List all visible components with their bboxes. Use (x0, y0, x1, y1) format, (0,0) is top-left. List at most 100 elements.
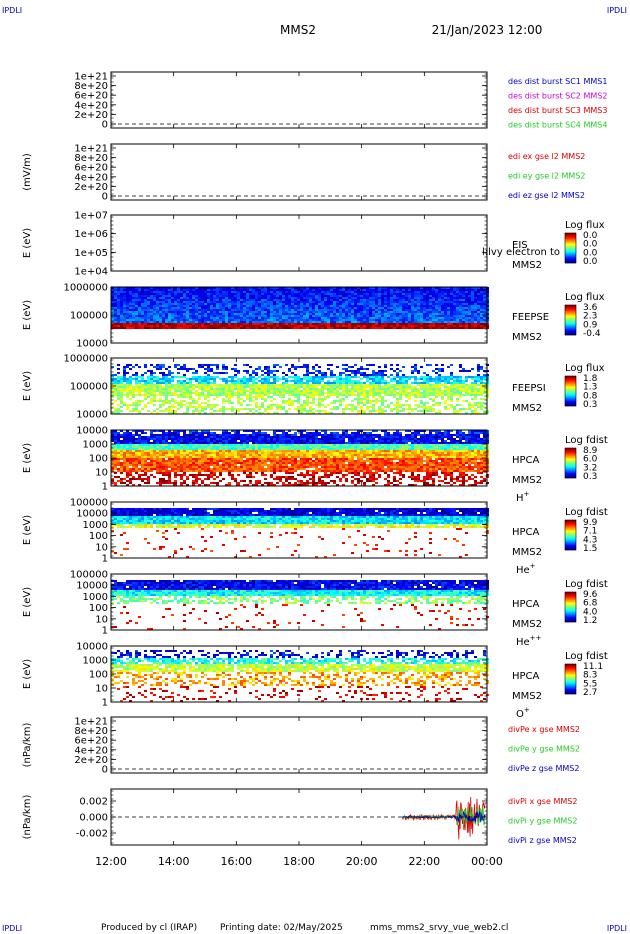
colorbar-tick: 6.8 (583, 599, 598, 609)
y-tick-label: 0.000 (79, 813, 108, 824)
colorbar-title: Log flux (565, 363, 605, 374)
colorbar-title: Log flux (565, 220, 605, 231)
colorbar (564, 375, 577, 407)
y-tick-label: 100 (89, 603, 108, 614)
y-tick-label: 4e+20 (74, 172, 108, 183)
legend-entry: divPi x gse MMS2 (508, 797, 577, 806)
y-tick-label: 10 (95, 614, 108, 625)
y-axis-label: (nPa/km) (22, 795, 33, 840)
colorbar-tick: 2.7 (583, 688, 597, 698)
y-tick-label: 100000 (70, 382, 108, 393)
panel-9: 10000 1000 100 10 1 E (eV) HPCA MMS2 O+ Log fdist… (22, 642, 608, 721)
colorbar-tick: 1.8 (583, 374, 598, 384)
heatmap-cells (111, 650, 489, 702)
legend-entry: des dist burst SC4 MMS4 (508, 121, 607, 130)
heatmap-cells (111, 364, 489, 414)
colorbar-title: Log fdist (565, 651, 608, 662)
instrument-label: EIS (512, 240, 528, 251)
x-tick-label: 18:00 (283, 855, 315, 868)
colorbar-tick: 1.3 (583, 383, 597, 393)
colorbar-tick: 3.2 (583, 463, 597, 473)
y-tick-label: 0.002 (79, 797, 108, 808)
y-tick-label: 1000 (83, 592, 108, 603)
y-tick-label: 100000 (70, 570, 108, 581)
y-tick-label: 1e+21 (74, 717, 108, 728)
y-tick-label: 1000000 (63, 354, 108, 365)
colorbar-tick: 4.0 (583, 607, 598, 617)
y-axis-label: E (eV) (22, 371, 33, 401)
colorbar-tick: 0.8 (583, 391, 598, 401)
y-tick-label: 10000 (76, 410, 108, 421)
colorbar-tick: 9.6 (583, 590, 598, 600)
instrument-label: HPCA (512, 455, 540, 466)
colorbar-tick: 0.0 (583, 231, 598, 241)
legend-entry: divPe x gse MMS2 (508, 725, 580, 734)
y-tick-label: 10000 (76, 581, 108, 592)
y-tick-label: 10000 (76, 642, 108, 653)
y-axis-label: E (eV) (22, 659, 33, 689)
colorbar-tick: 5.5 (583, 679, 597, 689)
corner-label-tl: IPDLI (2, 6, 22, 15)
y-tick-label: 100000 (70, 311, 108, 322)
y-tick-label: 1000 (83, 520, 108, 531)
instrument-label: FEEPSE (512, 312, 549, 323)
y-tick-label: 1e+21 (74, 144, 108, 155)
y-tick-label: 8e+20 (74, 726, 108, 737)
heatmap-cells (111, 580, 489, 630)
y-tick-label: 1e+05 (74, 248, 108, 259)
y-tick-label: 2e+20 (74, 182, 108, 193)
footer-printing-date: Printing date: 02/May/2025 (220, 923, 343, 933)
x-tick-label: 16:00 (220, 855, 252, 868)
y-tick-label: 6e+20 (74, 736, 108, 747)
legend-entry: divPi y gse MMS2 (508, 817, 577, 826)
panel-5: 1000000 100000 10000 E (eV) FEEPSI MMS2 Log fl… (22, 354, 605, 421)
colorbar-tick: 11.1 (583, 662, 603, 672)
colorbar-title: Log flux (565, 292, 605, 303)
y-tick-label: 1000 (83, 440, 108, 451)
colorbar-tick: 0.3 (583, 400, 597, 410)
y-tick-label: 100000 (70, 498, 108, 509)
colorbar-tick: 1.2 (583, 616, 597, 626)
y-tick-label: 1 (102, 482, 108, 493)
colorbar (564, 591, 577, 623)
heatmap-cells (111, 287, 489, 329)
legend-entry: des dist burst SC2 MMS2 (508, 92, 607, 101)
colorbar-tick: 7.1 (583, 527, 597, 537)
y-tick-label: 1e+06 (74, 229, 108, 240)
spacecraft-label: MMS2 (512, 260, 542, 271)
spacecraft-label: MMS2 (512, 403, 542, 414)
colorbar-tick: 1.5 (583, 544, 597, 554)
colorbar-tick: 8.9 (583, 446, 598, 456)
colorbar-tick: 3.6 (583, 303, 598, 313)
species-label: O+ (516, 706, 530, 720)
spacecraft-label: MMS2 (512, 332, 542, 343)
y-tick-label: 10 (95, 684, 108, 695)
colorbar-tick: 9.9 (583, 518, 598, 528)
spacecraft-label: MMS2 (512, 691, 542, 702)
y-tick-label: 10 (95, 542, 108, 553)
colorbar-tick: 6.0 (583, 455, 598, 465)
y-axis-label: E (eV) (22, 443, 33, 473)
colorbar (564, 304, 577, 336)
y-axis-label: E (eV) (22, 587, 33, 617)
x-tick-label: 12:00 (95, 855, 127, 868)
footer-filename: mms_mms2_srvy_vue_web2.cl (370, 923, 508, 933)
colorbar (564, 663, 577, 695)
corner-label-tr: IPDLI (607, 6, 627, 15)
spacecraft-label: MMS2 (512, 619, 542, 630)
colorbar-tick: 0.3 (583, 472, 597, 482)
y-tick-label: 0 (102, 765, 108, 776)
colorbar-tick: 0.0 (583, 257, 598, 267)
species-label: He+ (516, 562, 536, 576)
footer-produced-by: Produced by cl (IRAP) (101, 923, 197, 933)
y-tick-label: 8e+20 (74, 81, 108, 92)
y-tick-label: 10000 (76, 509, 108, 520)
heatmap-cells (111, 430, 489, 486)
spacecraft-label: MMS2 (512, 547, 542, 558)
instrument-label: HPCA (512, 527, 540, 538)
